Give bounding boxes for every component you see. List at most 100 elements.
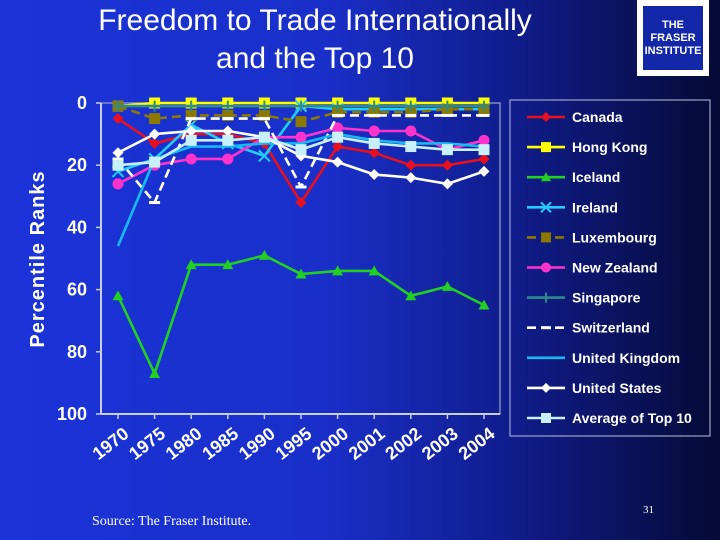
- data-point-average-of-top-10: [185, 134, 197, 146]
- x-tick-label: 2002: [381, 423, 425, 463]
- data-point-united-states: [185, 125, 197, 137]
- data-point-average-of-top-10: [222, 134, 234, 146]
- data-point-singapore: [405, 100, 417, 112]
- data-point-ireland: [184, 118, 198, 131]
- data-point-luxembourg: [295, 116, 307, 128]
- x-tick-label: 1995: [272, 423, 316, 463]
- data-point-united-states: [368, 169, 380, 181]
- data-point-singapore: [332, 100, 344, 112]
- plot-area: 0 20 40 60 80 1001970197519801985199019952000…: [57, 93, 501, 464]
- legend-label-iceland: Iceland: [572, 169, 620, 185]
- logo-line-1: THE FRASER: [650, 18, 696, 44]
- logo-mark: THE FRASER INSTITUTE: [643, 6, 703, 70]
- page-number: 31: [643, 504, 654, 516]
- data-point-united-states: [332, 156, 344, 168]
- data-point-iceland: [149, 368, 161, 378]
- data-point-luxembourg: [149, 113, 161, 125]
- y-tick-label: 80: [67, 342, 87, 362]
- data-point-canada: [441, 159, 453, 171]
- data-point-singapore: [222, 100, 234, 112]
- data-point-iceland: [258, 249, 270, 260]
- data-point-luxembourg: [332, 106, 344, 118]
- legend-marker-canada: [541, 112, 551, 122]
- x-tick-label: 1990: [235, 423, 279, 463]
- legend-label-average-of-top-10: Average of Top 10: [572, 410, 692, 426]
- data-point-new-zealand: [112, 178, 124, 190]
- legend-marker-ireland: [540, 201, 552, 214]
- source-note: Source: The Fraser Institute.: [92, 514, 252, 529]
- y-tick-label: 60: [67, 280, 87, 300]
- data-point-singapore: [441, 100, 453, 112]
- x-tick-label: 1985: [198, 423, 242, 463]
- data-point-average-of-top-10: [478, 144, 490, 156]
- data-point-luxembourg: [405, 106, 417, 118]
- y-tick-label: 100: [57, 404, 87, 424]
- legend-marker-singapore: [541, 292, 551, 303]
- data-point-luxembourg: [368, 106, 380, 118]
- data-point-luxembourg: [185, 109, 197, 121]
- legend-label-ireland: Ireland: [572, 199, 618, 215]
- x-tick-label: 1970: [89, 423, 133, 463]
- data-point-average-of-top-10: [149, 156, 161, 168]
- y-tick-label: 40: [67, 217, 87, 237]
- y-axis-label: Percentile Ranks: [27, 170, 49, 347]
- x-tick-label: 1980: [162, 423, 206, 463]
- data-point-singapore: [368, 100, 380, 112]
- data-point-iceland: [112, 290, 124, 301]
- data-point-iceland: [478, 299, 490, 310]
- data-point-singapore: [185, 100, 197, 112]
- data-point-iceland: [405, 290, 417, 301]
- data-point-singapore: [112, 100, 124, 112]
- data-point-iceland: [295, 268, 307, 279]
- title-line-2: and the Top 10: [216, 42, 414, 75]
- data-point-united-states: [405, 172, 417, 184]
- data-point-ireland: [258, 149, 271, 163]
- x-tick-label: 2004: [455, 423, 499, 463]
- data-point-canada: [405, 159, 417, 171]
- data-point-average-of-top-10: [295, 144, 307, 156]
- data-point-new-zealand: [405, 125, 417, 137]
- legend-label-switzerland: Switzerland: [572, 320, 650, 336]
- legend-marker-iceland: [541, 172, 551, 182]
- legend-marker-luxembourg: [541, 232, 551, 243]
- data-point-average-of-top-10: [258, 131, 270, 143]
- data-point-singapore: [149, 100, 161, 112]
- data-point-singapore: [295, 100, 307, 112]
- title-line-1: Freedom to Trade Internationally: [98, 4, 532, 37]
- data-point-united-states: [478, 165, 490, 177]
- data-point-new-zealand: [368, 125, 380, 137]
- data-point-luxembourg: [258, 109, 270, 121]
- data-point-iceland: [185, 259, 197, 270]
- legend-label-luxembourg: Luxembourg: [572, 229, 657, 245]
- fraser-institute-logo: THE FRASER INSTITUTE: [637, 0, 709, 76]
- legend-label-new-zealand: New Zealand: [572, 260, 658, 276]
- data-point-canada: [368, 147, 380, 159]
- data-point-average-of-top-10: [368, 137, 380, 149]
- data-point-iceland: [222, 259, 234, 270]
- data-point-canada: [112, 113, 124, 125]
- legend-label-united-states: United States: [572, 380, 662, 396]
- data-point-united-states: [149, 128, 161, 140]
- y-tick-label: 0: [77, 93, 87, 113]
- data-point-new-zealand: [185, 153, 197, 165]
- logo-line-2: INSTITUTE: [644, 44, 702, 57]
- data-point-average-of-top-10: [112, 159, 124, 171]
- legend-label-singapore: Singapore: [572, 290, 641, 306]
- legend-label-canada: Canada: [572, 109, 623, 125]
- legend-marker-new-zealand: [541, 262, 551, 273]
- legend-marker-hong-kong: [541, 142, 551, 153]
- series-line-united-kingdom: [116, 132, 485, 247]
- x-tick-label: 1975: [125, 423, 169, 463]
- data-point-singapore: [478, 100, 490, 112]
- data-point-iceland: [332, 265, 344, 276]
- y-tick-label: 20: [67, 155, 87, 175]
- data-point-united-states: [222, 125, 234, 137]
- data-point-average-of-top-10: [405, 141, 417, 153]
- legend-marker-average-of-top-10: [541, 413, 551, 423]
- data-point-new-zealand: [295, 131, 307, 143]
- data-point-iceland: [368, 265, 380, 276]
- data-point-canada: [478, 153, 490, 165]
- data-point-luxembourg: [222, 109, 234, 121]
